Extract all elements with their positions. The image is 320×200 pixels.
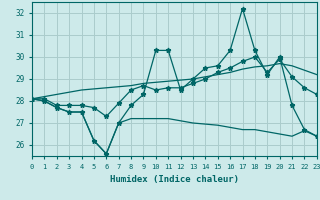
X-axis label: Humidex (Indice chaleur): Humidex (Indice chaleur) <box>110 175 239 184</box>
